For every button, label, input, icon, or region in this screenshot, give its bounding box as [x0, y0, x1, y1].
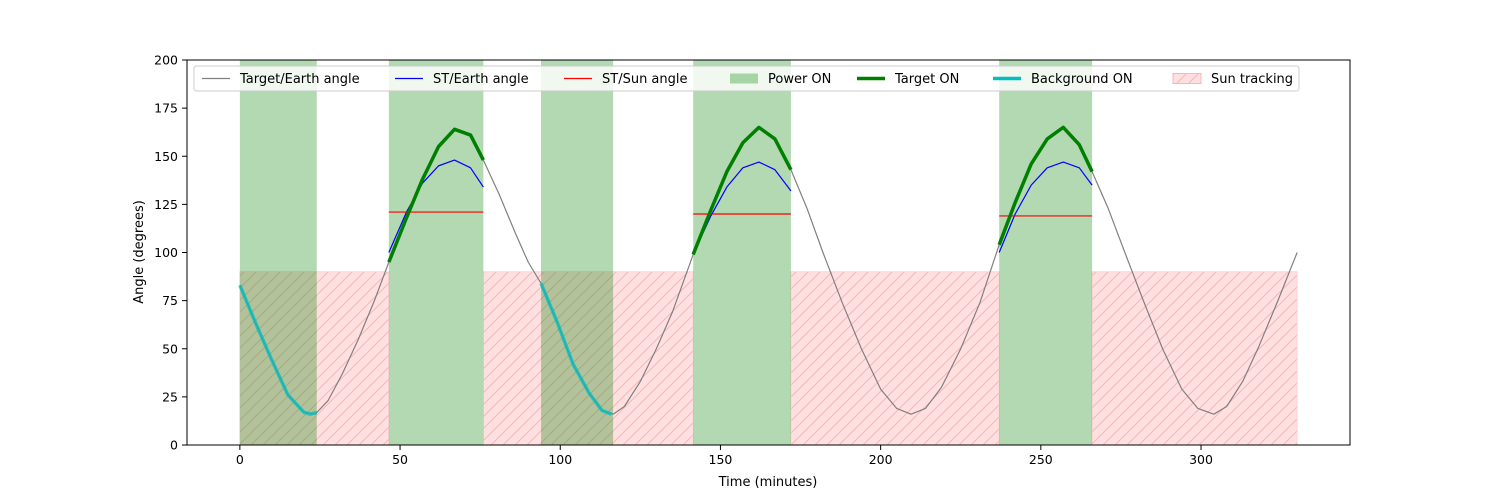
- legend-label: Target ON: [894, 72, 959, 87]
- st-earth-line: [998, 161, 1093, 253]
- legend-label: Power ON: [768, 72, 831, 87]
- power-on-span: [541, 60, 614, 445]
- x-tick-label: 150: [709, 452, 733, 467]
- series-lines: [238, 125, 1298, 416]
- target-on-line: [387, 127, 485, 263]
- shaded-regions: [239, 60, 1298, 445]
- legend-label: ST/Earth angle: [433, 72, 529, 87]
- power-on-span: [999, 60, 1093, 445]
- x-axis: 0 50 100 150 200 250 300: [236, 445, 1213, 467]
- y-tick-label: 200: [154, 53, 178, 68]
- power-on-span: [239, 60, 317, 445]
- legend-item: Power ON: [730, 72, 831, 87]
- sun-tracking-hatch: [790, 271, 1000, 445]
- legend-label: ST/Sun angle: [602, 72, 688, 87]
- x-tick-label: 300: [1189, 452, 1213, 467]
- st-earth-line: [692, 161, 792, 255]
- power-on-span: [693, 60, 791, 445]
- legend-box: [193, 65, 1300, 92]
- x-tick-label: 200: [869, 452, 893, 467]
- legend-label: Sun tracking: [1211, 72, 1293, 87]
- y-tick-label: 25: [162, 389, 178, 404]
- x-tick-label: 250: [1029, 452, 1053, 467]
- legend-item: ST/Sun angle: [564, 72, 688, 87]
- y-tick-label: 100: [154, 245, 178, 260]
- legend-swatch: [730, 73, 758, 84]
- x-tick-label: 50: [392, 452, 408, 467]
- legend-item: Target/Earth angle: [202, 72, 360, 87]
- sun-tracking-hatch: [239, 271, 390, 445]
- legend-item: ST/Earth angle: [395, 72, 529, 87]
- target-on-line: [691, 125, 793, 256]
- legend-item: Background ON: [993, 72, 1133, 87]
- y-tick-label: 150: [154, 149, 178, 164]
- y-axis-label: Angle (degrees): [132, 200, 147, 304]
- x-tick-label: 0: [236, 452, 244, 467]
- legend-item: Sun tracking: [1172, 72, 1293, 87]
- x-axis-label: Time (minutes): [718, 475, 818, 490]
- x-tick-label: 100: [548, 452, 572, 467]
- background-on-line: [539, 282, 613, 416]
- y-axis: 0 25 50 75 100 125 150 175 200: [154, 53, 187, 453]
- legend-label: Target/Earth angle: [239, 72, 360, 87]
- power-on-span: [388, 60, 484, 445]
- legend-swatch-hatch: [1173, 73, 1201, 84]
- y-tick-label: 0: [170, 438, 178, 453]
- background-on-line: [238, 284, 318, 416]
- sun-tracking-hatch: [482, 271, 694, 445]
- y-tick-label: 50: [162, 341, 178, 356]
- legend: Target/Earth angle ST/Earth angle ST/Sun a…: [193, 65, 1300, 92]
- y-tick-label: 175: [154, 101, 178, 116]
- y-tick-label: 75: [162, 293, 178, 308]
- target-on-line: [997, 125, 1094, 246]
- legend-label: Background ON: [1031, 72, 1133, 87]
- y-tick-label: 125: [154, 197, 178, 212]
- sun-tracking-hatch: [1091, 271, 1298, 445]
- legend-item: Target ON: [857, 72, 959, 87]
